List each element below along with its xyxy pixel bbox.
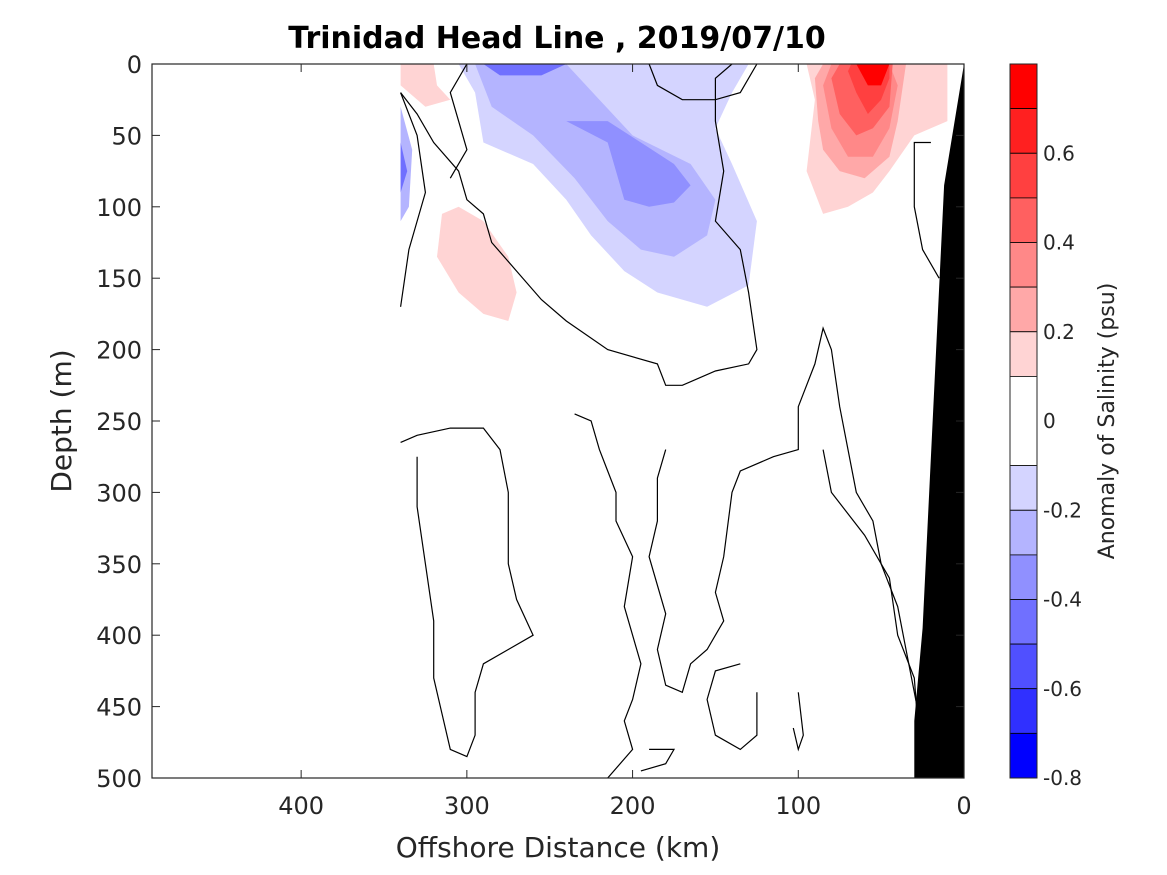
x-axis-ticks: 400 300 200 100 0 [278,64,972,820]
colorbar-tick-label: -0.6 [1043,677,1082,701]
colorbar-bins [1009,63,1038,779]
x-tick-label: 0 [956,792,971,820]
colorbar-bin [1009,554,1038,600]
y-tick-label: 200 [96,337,142,365]
fresh-anomaly-mid [475,64,716,257]
x-tick-label: 200 [610,792,656,820]
y-tick-label: 250 [96,408,142,436]
fresh-anomaly-edge-core [400,142,408,193]
y-tick-label: 500 [96,765,142,793]
y-tick-label: 350 [96,551,142,579]
zero-contour-upper [400,64,758,386]
plot-clip [400,64,964,778]
colorbar-bin [1009,242,1038,288]
colorbar-bin [1009,509,1038,556]
colorbar-bin [1009,599,1038,645]
y-tick-label: 400 [96,622,142,650]
fresh-anomaly-surface [483,64,567,76]
zero-contour-top-mid [648,64,758,101]
zero-contour-deep-1 [400,427,534,758]
zero-contour-island-3 [792,692,804,752]
shelf-and-slope [914,64,964,778]
fresh-anomaly-core [566,121,691,207]
colorbar-tick-label: 0.2 [1043,320,1075,344]
y-tick-label: 100 [96,194,142,222]
colorbar-bin [1009,152,1038,199]
colorbar-bin [1009,63,1038,109]
y-tick-label: 300 [96,479,142,507]
y-axis-ticks: 0 50 100 150 200 250 300 350 400 450 500 [96,51,964,793]
y-tick-label: 450 [96,694,142,722]
y-tick-label: 50 [111,122,142,150]
y-tick-label: 0 [127,51,142,79]
salty-anomaly-offshore-surface [400,64,451,107]
colorbar-tick-label: 0.6 [1043,141,1075,165]
salty-anomaly-offshore-deep [437,206,517,321]
zero-contour-island-2 [640,748,676,772]
zero-contour-top-left [449,64,468,179]
colorbar-bin [1009,197,1038,243]
y-axis-label: Depth (m) [45,349,78,492]
colorbar-tick-label: -0.8 [1043,766,1082,790]
colorbar-tick-label: -0.2 [1043,498,1082,522]
plot-area: 400 300 200 100 0 0 50 100 150 200 250 300 350 400 45… [96,51,971,820]
colorbar-bin [1009,733,1038,779]
colorbar-ticks: 0.6 0.4 0.2 0 -0.2 -0.4 -0.6 -0.8 [1043,141,1082,790]
colorbar-bin [1009,375,1038,467]
x-tick-label: 400 [278,792,324,820]
colorbar-tick-label: 0.4 [1043,231,1075,255]
colorbar-bin [1009,643,1038,690]
zero-contour-deep-2 [574,413,642,778]
x-axis-label: Offshore Distance (km) [396,831,721,864]
colorbar-bin [1009,688,1038,734]
colorbar-bin [1009,108,1038,154]
zero-contour-island-1 [706,663,758,751]
topography [914,64,964,778]
x-tick-label: 100 [775,792,821,820]
colorbar-tick-label: 0 [1043,409,1056,433]
colorbar: 0.6 0.4 0.2 0 -0.2 -0.4 -0.6 -0.8 Anomaly of Sa… [1009,63,1120,790]
salty-anomaly-coastal-core [856,64,890,86]
fresh-anomaly-edge [400,106,413,222]
colorbar-bin [1009,331,1038,377]
colorbar-frame [1009,63,1038,779]
colorbar-bin [1009,465,1038,511]
colorbar-label: Anomaly of Salinity (psu) [1095,283,1120,560]
chart-title: Trinidad Head Line , 2019/07/10 [288,21,825,56]
y-tick-label: 150 [96,265,142,293]
x-tick-label: 300 [444,792,490,820]
colorbar-tick-label: -0.4 [1043,588,1082,612]
zero-contour-offshore-left [400,92,427,307]
anomaly-regions [400,64,948,321]
zero-contour-coast [913,141,940,279]
colorbar-bin [1009,286,1038,333]
